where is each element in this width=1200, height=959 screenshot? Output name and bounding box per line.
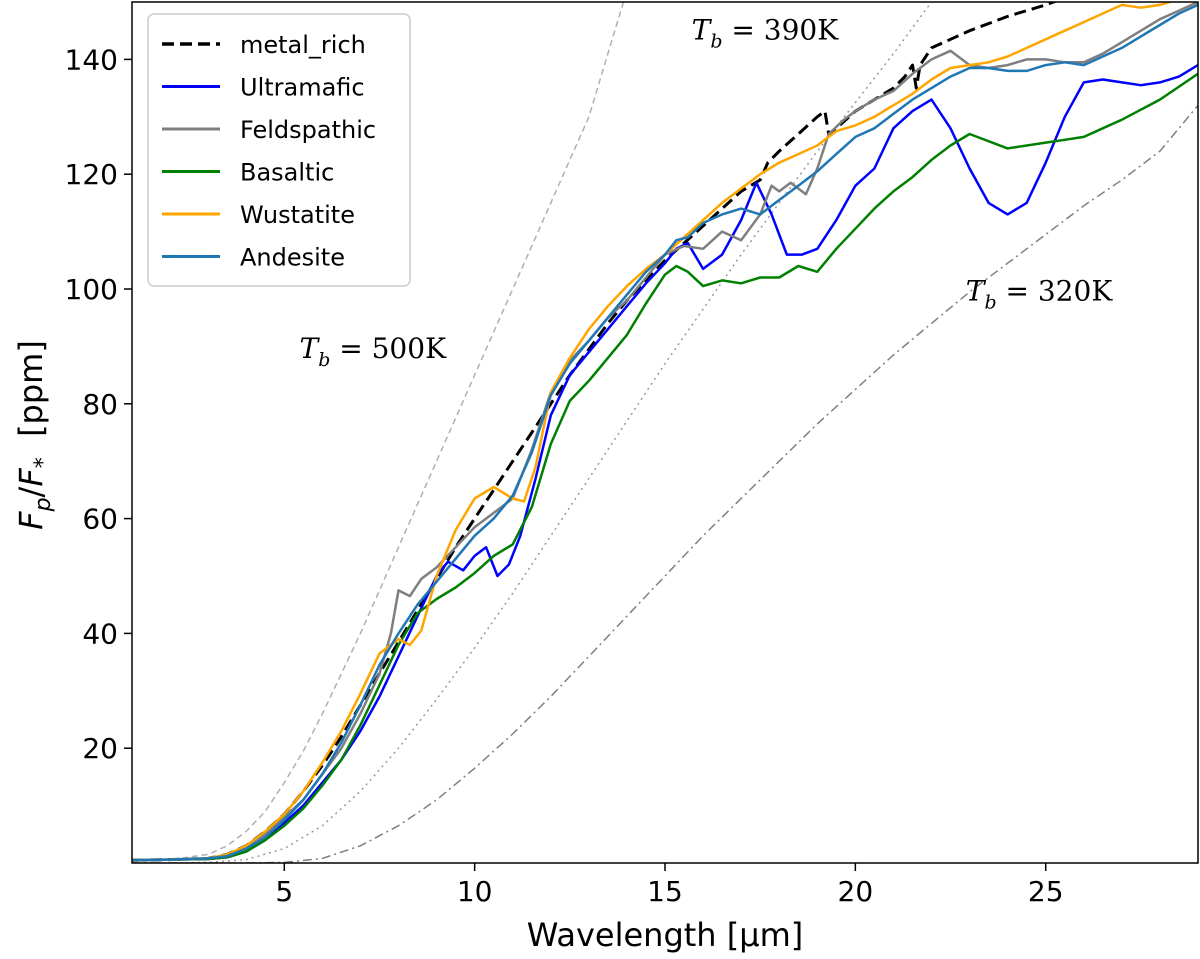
y-tick-label: 80 [82,388,118,421]
y-axis-label: Fp/F* [ppm] [12,340,56,530]
annotation-t500: Tb = 500K [300,332,448,371]
y-tick-label: 20 [82,732,118,765]
y-axis-ticks: 20 40 60 80 100 120 140 [65,43,132,765]
series-line-t-b-500k [132,2,625,863]
y-tick-label: 120 [65,158,118,191]
annotation-t320: Tb = 320K [966,274,1114,313]
series-line-t-b-320k [132,104,1198,863]
annotation-t390: Tb = 390K [692,13,840,52]
series-line-ultramafic [132,64,1198,862]
y-tick-label: 40 [82,617,118,650]
x-tick-label: 20 [838,875,874,908]
x-tick-label: 15 [647,875,683,908]
legend-label-feldspathic: Feldspathic [240,116,376,144]
legend-label-andesite: Andesite [240,244,345,272]
legend-label-wustatite: Wustatite [240,201,355,229]
series-line-andesite [132,3,1198,862]
y-tick-label: 60 [82,503,118,536]
series-line-t-b-390k [132,2,933,863]
x-axis-label: Wavelength [μm] [527,916,804,954]
x-tick-label: 5 [275,875,293,908]
y-tick-label: 140 [65,43,118,76]
legend-label-basaltic: Basaltic [240,159,334,187]
series-line-basaltic [132,72,1198,862]
temperature-annotations: Tb = 500K Tb = 390K Tb = 320K [300,13,1114,371]
x-tick-label: 10 [457,875,493,908]
legend-box [147,13,411,287]
legend: metal_rich Ultramafic Feldspathic Basaltic W… [147,13,411,287]
legend-label-metal-rich: metal_rich [240,31,366,59]
x-tick-label: 25 [1028,875,1064,908]
y-tick-label: 100 [65,273,118,306]
series-layer [132,2,1198,863]
series-line-feldspathic [132,2,1198,862]
legend-label-ultramafic: Ultramafic [240,74,365,102]
x-axis-ticks: 5 10 15 20 25 [275,863,1064,908]
